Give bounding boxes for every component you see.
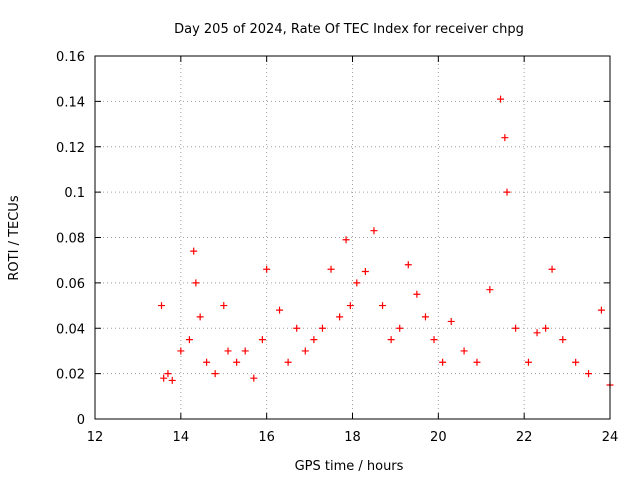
data-point [512, 324, 520, 332]
x-axis-label: GPS time / hours [295, 459, 404, 474]
data-point [250, 374, 258, 382]
data-point [387, 336, 395, 344]
data-point [413, 290, 421, 298]
x-tick-label: 22 [516, 430, 533, 445]
data-point [263, 265, 271, 273]
data-point [597, 306, 605, 314]
data-point [164, 370, 172, 378]
data-point [168, 376, 176, 384]
y-axis: 0 0.02 0.04 0.06 0.08 0.1 0.12 0.14 0.16 [56, 50, 610, 428]
x-tick-label: 24 [602, 430, 619, 445]
data-point [361, 268, 369, 276]
data-point [211, 370, 219, 378]
y-tick-label: 0 [77, 413, 85, 428]
data-point [396, 324, 404, 332]
y-tick-label: 0.14 [56, 95, 85, 110]
data-point [233, 358, 241, 366]
x-tick-label: 12 [87, 430, 104, 445]
data-point [572, 358, 580, 366]
data-point [439, 358, 447, 366]
data-point [224, 347, 232, 355]
data-point [158, 302, 166, 310]
data-point [220, 302, 228, 310]
data-point [421, 313, 429, 321]
data-point [342, 236, 350, 244]
data-point [185, 336, 193, 344]
data-point [585, 370, 593, 378]
data-point [486, 286, 494, 294]
data-points [158, 95, 614, 389]
data-point [310, 336, 318, 344]
data-point [177, 347, 185, 355]
grid-lines [95, 56, 610, 419]
x-tick-label: 16 [258, 430, 275, 445]
x-tick-label: 18 [344, 430, 361, 445]
y-tick-label: 0.04 [56, 322, 85, 337]
data-point [196, 313, 204, 321]
data-point [284, 358, 292, 366]
data-point [160, 374, 168, 382]
data-point [430, 336, 438, 344]
data-point [503, 188, 511, 196]
data-point [241, 347, 249, 355]
data-point [327, 265, 335, 273]
data-point [370, 227, 378, 235]
data-point [460, 347, 468, 355]
data-point [473, 358, 481, 366]
data-point [258, 336, 266, 344]
data-point [301, 347, 309, 355]
data-point [276, 306, 284, 314]
y-tick-label: 0.02 [56, 368, 85, 383]
data-point [203, 358, 211, 366]
y-axis-label: ROTI / TECUs [7, 195, 22, 280]
y-tick-label: 0.16 [56, 50, 85, 65]
chart-title: Day 205 of 2024, Rate Of TEC Index for r… [174, 22, 524, 37]
data-point [293, 324, 301, 332]
y-tick-label: 0.08 [56, 232, 85, 247]
data-point [542, 324, 550, 332]
data-point [336, 313, 344, 321]
x-axis: 12 14 16 18 20 22 24 [87, 56, 619, 445]
data-point [524, 358, 532, 366]
data-point [346, 302, 354, 310]
y-tick-label: 0.06 [56, 277, 85, 292]
x-tick-label: 14 [173, 430, 190, 445]
data-point [404, 261, 412, 269]
data-point [192, 279, 200, 287]
data-point [501, 134, 509, 142]
y-tick-label: 0.12 [56, 141, 85, 156]
data-point [548, 265, 556, 273]
data-point [353, 279, 361, 287]
data-point [190, 247, 198, 255]
x-tick-label: 20 [430, 430, 447, 445]
data-point [447, 317, 455, 325]
data-point [318, 324, 326, 332]
data-point [379, 302, 387, 310]
data-point [533, 329, 541, 337]
y-tick-label: 0.1 [64, 186, 85, 201]
data-point [497, 95, 505, 103]
data-point [559, 336, 567, 344]
